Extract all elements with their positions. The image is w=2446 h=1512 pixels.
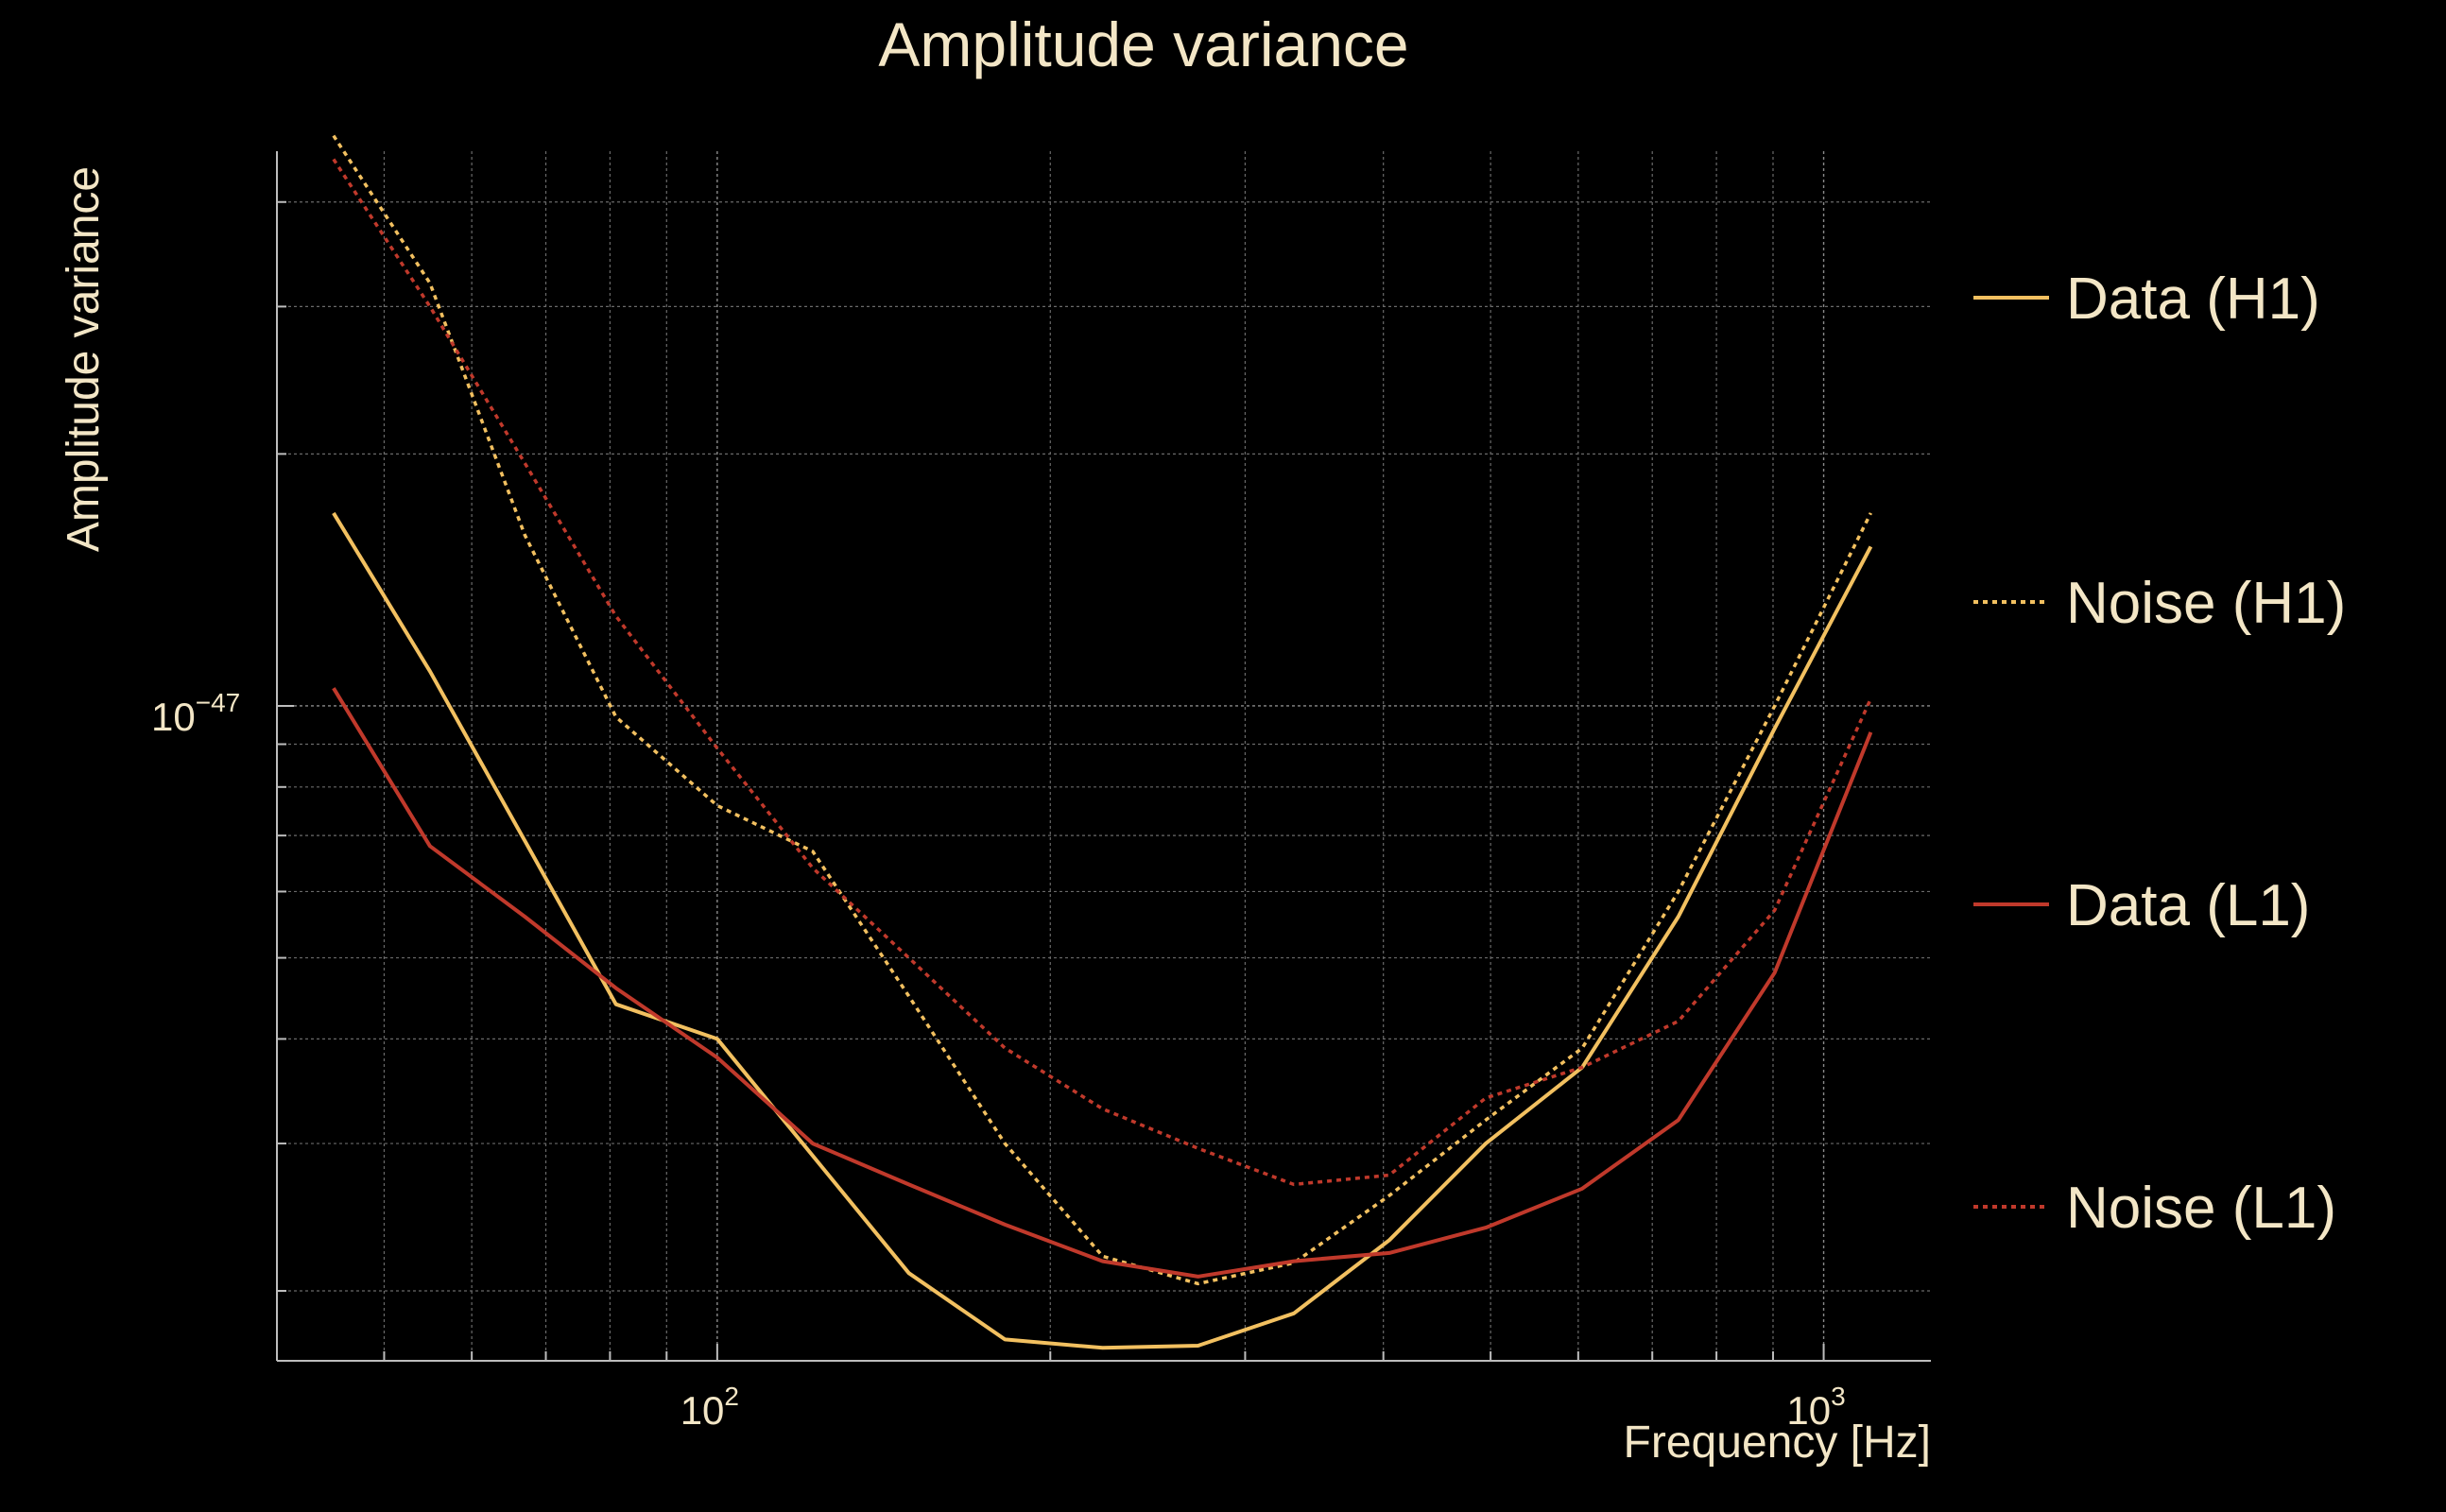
axes — [276, 151, 1931, 1362]
x-tick-label: 103 — [1786, 1382, 1845, 1433]
legend: Data (H1) Noise (H1) Data (L1) Noise (L1) — [1973, 266, 2346, 1241]
y-axis-label: Amplitude variance — [59, 166, 109, 552]
legend-label-4: Noise (L1) — [2066, 1176, 2336, 1241]
x-tick-label: 102 — [680, 1382, 739, 1433]
series-line-1 — [332, 511, 1873, 1350]
chart-title: Amplitude variance — [878, 9, 1408, 79]
plot-area — [332, 134, 1873, 1350]
legend-label-3: Data (L1) — [2066, 873, 2310, 938]
y-tick-label: 10−47 — [151, 688, 240, 739]
legend-label-1: Data (H1) — [2066, 266, 2320, 332]
grid — [276, 151, 1931, 1361]
legend-label-2: Noise (H1) — [2066, 571, 2346, 636]
series-line-3 — [332, 687, 1873, 1279]
series-line-2 — [332, 134, 1872, 1286]
series-line-4 — [332, 158, 1872, 1187]
tick-labels: 102 103 10−47 — [151, 688, 1846, 1433]
x-axis-label: Frequency [Hz] — [1624, 1418, 1931, 1468]
